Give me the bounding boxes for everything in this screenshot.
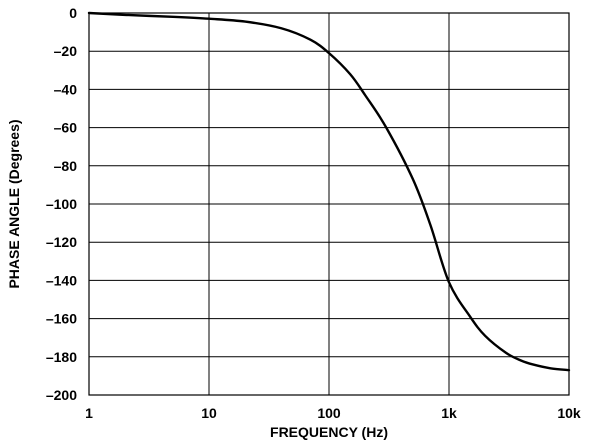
y-tick-label: –100 — [46, 196, 77, 212]
y-tick-label: –140 — [46, 272, 77, 288]
y-tick-label: –160 — [46, 311, 77, 327]
y-tick-label: –40 — [54, 81, 78, 97]
y-tick-label: –80 — [54, 158, 78, 174]
plot-frame — [88, 12, 570, 396]
x-axis-title: FREQUENCY (Hz) — [270, 424, 388, 440]
x-tick-label: 100 — [317, 405, 341, 421]
y-tick-label: –60 — [54, 120, 78, 136]
y-axis-title: PHASE ANGLE (Degrees) — [6, 119, 22, 288]
y-tick-label: –180 — [46, 349, 77, 365]
phase-curve — [87, 11, 571, 372]
y-tick-label: –200 — [46, 387, 77, 403]
x-tick-label: 10 — [201, 405, 217, 421]
tick-labels: 0 –20 –40 –60 –80 –100 –120 –140 –160 –180 –200 1 10… — [46, 5, 581, 421]
x-tick-label: 10k — [557, 405, 581, 421]
x-tick-label: 1k — [441, 405, 457, 421]
grid-lines — [88, 12, 570, 396]
y-tick-label: 0 — [69, 5, 77, 21]
x-tick-label: 1 — [85, 405, 93, 421]
y-tick-label: –20 — [54, 43, 78, 59]
y-tick-label: –120 — [46, 234, 77, 250]
